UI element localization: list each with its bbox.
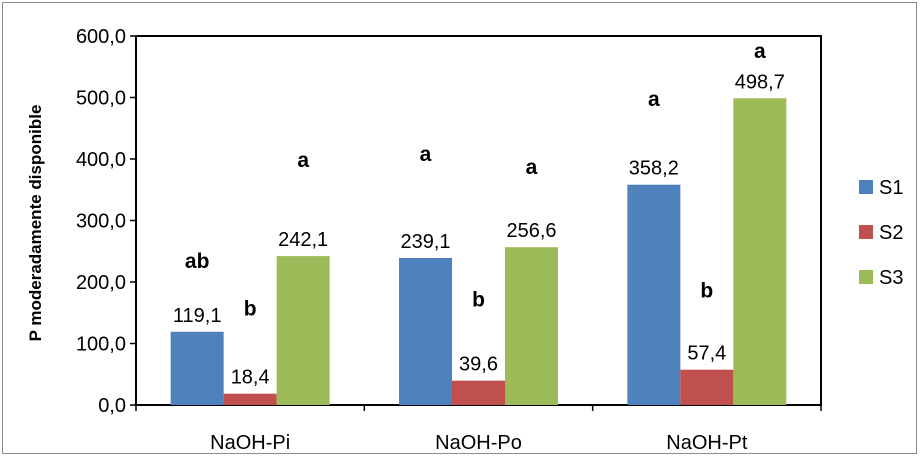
legend: S1 S2 S3 [859,177,903,289]
data-label: 239,1 [400,231,450,253]
significance-letter: a [526,156,538,179]
y-tick-label: 200,0 [76,272,126,294]
data-label: 498,7 [735,71,785,93]
bar [505,247,558,405]
legend-label: S2 [879,222,903,244]
data-label: 57,4 [687,343,726,365]
plot-area: 0,0 100,0 200,0 300,0 400,0 500,0 600,0 NaOH-Pi… [76,26,822,453]
significance-letter: a [297,149,309,172]
bar [680,369,734,405]
legend-swatch [859,180,873,194]
bar [399,257,452,405]
legend-swatch [859,270,873,284]
bar-chart: 0,0 100,0 200,0 300,0 400,0 500,0 600,0 NaOH-Pi… [26,26,903,453]
data-label: 256,6 [506,220,556,242]
y-axis-label: P moderadamente disponible [26,105,45,342]
bar [223,393,277,405]
legend-swatch [859,225,873,239]
y-tick-label: 600,0 [76,26,126,48]
data-label: 242,1 [278,229,328,251]
significance-letter: b [700,280,713,303]
significance-letter: ab [185,250,210,273]
y-tick-label: 500,0 [76,88,126,110]
bar [170,331,224,405]
bar [733,98,787,405]
data-label: 18,4 [231,367,270,389]
y-tick-label: 0,0 [98,395,126,417]
bar [276,256,330,405]
x-tick-label: NaOH-Pi [210,432,290,453]
legend-label: S3 [879,267,903,289]
significance-letter: b [244,298,257,321]
significance-letter: a [648,88,660,111]
bar [627,184,681,405]
x-tick-label: NaOH-Po [435,432,522,453]
y-tick-label: 300,0 [76,211,126,233]
legend-label: S1 [879,177,903,199]
y-tick-label: 400,0 [76,149,126,171]
data-label: 39,6 [459,354,498,376]
significance-letter: a [420,143,432,166]
y-tick-label: 100,0 [76,334,126,356]
x-tick-label: NaOH-Pt [666,432,748,453]
data-label: 358,2 [629,158,679,180]
significance-letter: b [472,289,485,312]
bar [452,380,505,405]
data-label: 119,1 [173,305,222,327]
significance-letter: a [754,40,766,63]
